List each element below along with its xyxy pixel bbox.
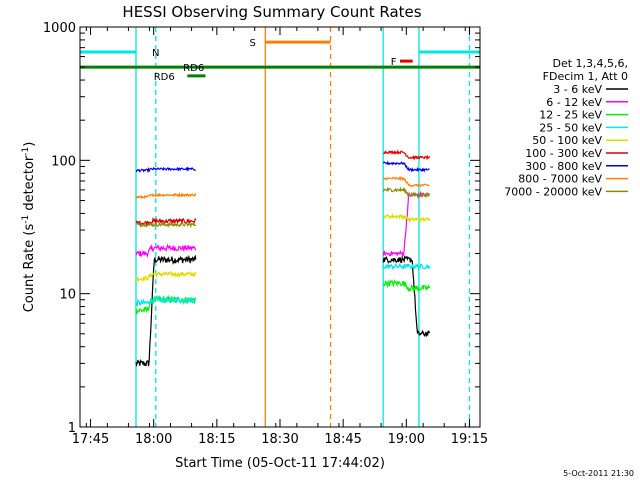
series-trace [135, 192, 197, 200]
flag-label-s: S [249, 38, 255, 49]
y-axis-label-superscript-2: -1 [21, 147, 31, 156]
x-axis-ticks: 17:45 18:00 18:15 18:30 18:45 19:00 19:15 [72, 27, 488, 447]
series-trace [382, 262, 431, 271]
legend-entry-label: 12 - 25 keV [539, 109, 602, 122]
series-trace [382, 186, 431, 198]
legend-entry-label: 100 - 300 keV [525, 147, 602, 160]
chart-title: HESSI Observing Summary Count Rates [122, 3, 421, 21]
legend-entry-label: 3 - 6 keV [553, 83, 602, 96]
x-tick-label: 19:00 [388, 432, 425, 447]
series-trace [382, 160, 430, 173]
y-tick-label: 10 [59, 288, 76, 303]
legend-entry-label: 6 - 12 keV [546, 96, 602, 109]
y-tick-label: 1000 [43, 21, 76, 36]
series-trace [382, 212, 431, 224]
series-trace [135, 166, 196, 174]
series-trace [135, 243, 197, 259]
y-tick-label: 1 [68, 421, 76, 436]
flag-label-n: N [152, 48, 159, 59]
series-trace [383, 149, 431, 161]
legend-entry-label: 50 - 100 keV [532, 134, 602, 147]
y-axis-label-end: ) [22, 142, 37, 147]
series-trace [382, 255, 431, 337]
y-axis-label-superscript-1: -1 [21, 215, 31, 224]
x-tick-label: 18:45 [324, 432, 361, 447]
legend-entry-label: 7000 - 20000 keV [504, 185, 602, 198]
plot-area: N S F RD6 RD6 [80, 27, 480, 427]
series-trace [135, 254, 197, 368]
y-tick-label: 100 [51, 154, 76, 169]
flag-label-rd6: RD6 [154, 72, 175, 83]
legend-entry-label: 800 - 7000 keV [518, 173, 602, 186]
flag-label-f: F [391, 57, 397, 68]
legend: Det 1,3,4,5,6, FDecim 1, Att 0 3 - 6 keV… [504, 57, 628, 198]
x-tick-label: 19:15 [451, 432, 488, 447]
legend-entry-label: 300 - 800 keV [525, 160, 602, 173]
legend-header-line-1: Det 1,3,4,5,6, [552, 57, 628, 70]
x-tick-label: 18:00 [135, 432, 172, 447]
legend-entry-label: 25 - 50 keV [539, 121, 602, 134]
y-axis-label: Count Rate (s-1 detector-1) [21, 142, 37, 313]
x-tick-label: 18:15 [198, 432, 235, 447]
y-axis-ticks: 1 10 100 1000 [43, 21, 480, 436]
plot-timestamp: 5-Oct-2011 21:30 [563, 469, 634, 478]
legend-header-line-2: FDecim 1, Att 0 [543, 70, 628, 83]
series-trace [135, 295, 197, 306]
flag-label-rd6: RD6 [183, 63, 204, 74]
series-trace [383, 175, 430, 188]
x-tick-label: 17:45 [72, 432, 109, 447]
series-trace [135, 270, 197, 283]
x-axis-label: Start Time (05-Oct-11 17:44:02) [175, 456, 385, 471]
series-trace [383, 278, 431, 293]
series-trace [135, 221, 197, 229]
y-axis-label-middle: detector [22, 155, 37, 215]
y-axis-label-start: Count Rate (s [22, 224, 37, 313]
series-trace [382, 190, 430, 257]
x-tick-label: 18:30 [261, 432, 298, 447]
